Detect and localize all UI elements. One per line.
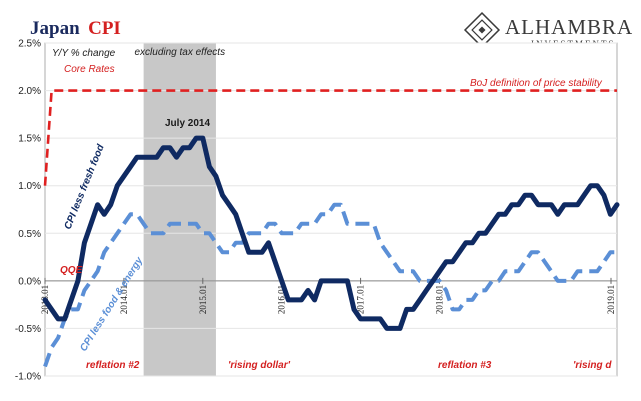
chart-title: Japan CPI [30,18,121,39]
x-tick-label: 2019.01 [606,285,616,314]
x-tick-label: 2018.01 [434,285,444,314]
x-tick-label: 2017.01 [356,285,366,314]
shaded-region [143,43,216,376]
annotation-rising-dollar: 'rising dollar' [228,360,291,371]
title-part2: CPI [88,18,121,39]
y-tick-label: 1.5% [18,134,41,145]
annotation-reflation-2: reflation #2 [86,360,140,371]
y-tick-label: 2.0% [18,86,41,97]
annotation-rising-d: 'rising d [573,360,612,371]
series-group [42,89,620,368]
x-tick-label: 2016.01 [277,285,287,314]
annotation-july-2014: July 2014 [165,118,210,129]
x-tick-label: 2015.01 [198,285,208,314]
y-axis-label-2: Core Rates [64,64,115,75]
y-tick-label: 1.0% [18,181,41,192]
y-tick-label: 0.5% [18,229,41,240]
y-axis-ticks: 2.5% 2.0% 1.5% 1.0% 0.5% 0.0% -0.5% -1.0% [15,39,41,383]
logo-diamond-icon [463,11,501,49]
annotation-qqe: QQE [60,265,83,276]
y-tick-label: -0.5% [15,324,41,335]
series-line-cpi-less-food-energy [43,202,617,368]
shaded-region-label: excluding tax effects [134,47,225,58]
y-axis-label: Y/Y % change [52,48,116,59]
x-tick-label: 2014.01 [119,285,129,314]
logo-name: ALHAMBRA [505,15,633,39]
title-part1: Japan [30,18,80,39]
annotation-reflation-3: reflation #3 [438,360,492,371]
y-tick-label: 2.5% [18,39,41,50]
annotation-boj: BoJ definition of price stability [470,78,603,89]
series-line-cpi-less-fresh-food [42,135,620,331]
y-tick-label: 0.0% [18,276,41,287]
y-tick-label: -1.0% [15,372,41,383]
series-line-boj-definition-of-price-stability [43,89,617,186]
